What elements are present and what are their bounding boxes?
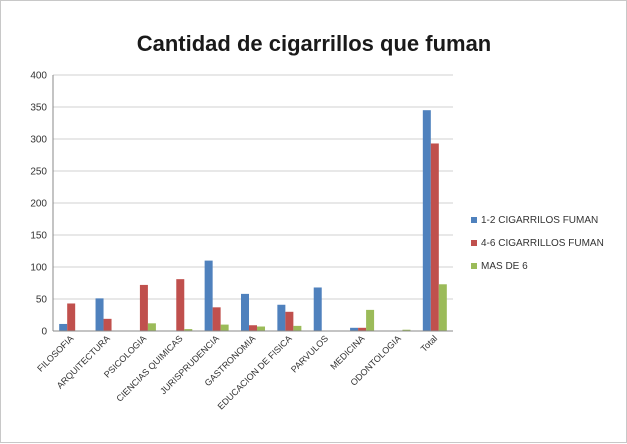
bar (430, 143, 439, 331)
bar (350, 327, 359, 331)
legend-label: 1-2 CIGARRILOS FUMAN (481, 215, 598, 226)
bars (59, 110, 447, 331)
x-tick-label: CIENCIAS QUIMICAS (114, 333, 184, 403)
bar (358, 327, 367, 331)
bar (293, 325, 302, 331)
bar (103, 318, 112, 331)
y-tick-label: 250 (30, 167, 47, 178)
bar (95, 298, 104, 331)
y-tick-label: 50 (36, 295, 48, 306)
y-tick-label: 150 (30, 231, 47, 242)
y-axis: 0 50 100 150 200 250 300 350 400 (30, 71, 54, 338)
x-axis: FILOSOFIAARQUITECTURAPSICOLOGIACIENCIAS … (35, 330, 453, 411)
x-tick-label: EDUCACION DE FISICA (216, 333, 294, 411)
bar (220, 324, 229, 331)
y-tick-label: 0 (41, 327, 47, 338)
y-tick-label: 400 (30, 71, 47, 82)
bar (402, 329, 411, 331)
bar (313, 287, 322, 331)
x-tick-label: MEDICINA (328, 333, 366, 371)
grid (53, 74, 453, 332)
bar (249, 325, 257, 331)
bar (204, 260, 213, 331)
bar (241, 293, 249, 331)
bar (422, 110, 431, 331)
bar (147, 323, 156, 331)
bar (176, 279, 185, 331)
bar (67, 303, 76, 331)
bar (366, 309, 375, 331)
bar (212, 307, 221, 331)
legend: 1-2 CIGARRILOS FUMAN 4-6 CIGARRILLOS FUMA… (471, 215, 604, 272)
bar (59, 323, 68, 331)
y-tick-label: 200 (30, 199, 47, 210)
y-tick-label: 100 (30, 263, 47, 274)
x-tick-label: PARVULOS (289, 333, 330, 374)
bar (184, 329, 193, 331)
legend-swatch (471, 217, 477, 223)
legend-swatch (471, 240, 477, 246)
bar (285, 311, 294, 331)
bar (277, 304, 286, 331)
bar (139, 284, 148, 331)
legend-swatch (471, 263, 477, 269)
legend-label: 4-6 CIGARRILLOS FUMAN (481, 238, 604, 249)
y-tick-label: 350 (30, 103, 47, 114)
bar (438, 284, 447, 331)
bar (257, 326, 265, 331)
x-tick-label: Total (419, 333, 440, 354)
chart-title: Cantidad de cigarrillos que fuman (137, 31, 492, 56)
legend-label: MAS DE 6 (481, 261, 528, 272)
y-tick-label: 300 (30, 135, 47, 146)
